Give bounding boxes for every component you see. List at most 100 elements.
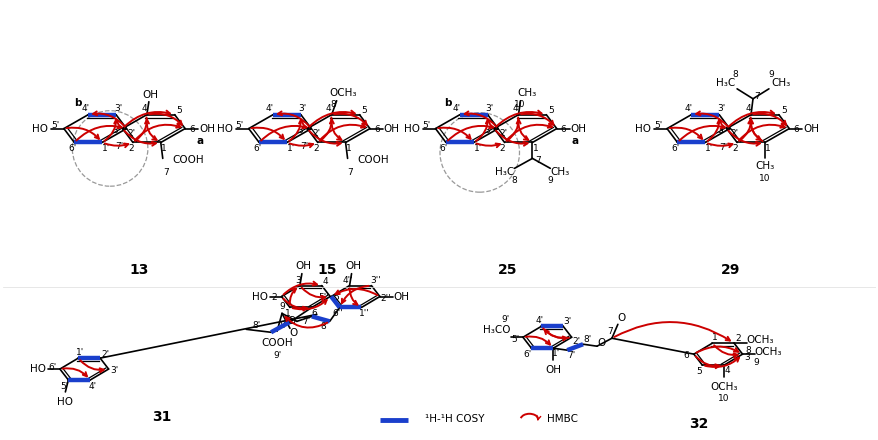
FancyArrowPatch shape: [149, 114, 182, 125]
Text: b: b: [443, 98, 451, 108]
Text: 9: 9: [547, 176, 552, 185]
Text: 4: 4: [745, 104, 750, 113]
Text: OCH₃: OCH₃: [754, 347, 781, 357]
Text: 2': 2': [572, 337, 580, 346]
Text: CH₃: CH₃: [754, 161, 774, 171]
Text: 6: 6: [560, 125, 566, 134]
Text: HMBC: HMBC: [547, 414, 578, 424]
Text: OH: OH: [384, 124, 399, 134]
Text: 1': 1': [473, 144, 481, 153]
Text: 15: 15: [317, 263, 336, 277]
Text: CH₃: CH₃: [517, 88, 536, 98]
Text: 5'': 5'': [318, 293, 328, 302]
Text: 9: 9: [752, 358, 759, 367]
Text: 8: 8: [745, 346, 750, 355]
Text: 25: 25: [497, 263, 517, 277]
Text: 5': 5': [51, 121, 59, 130]
Text: 1: 1: [345, 144, 351, 153]
Text: 4'': 4'': [342, 276, 352, 285]
FancyArrowPatch shape: [349, 288, 357, 304]
Text: 2': 2': [312, 129, 320, 138]
Text: 2: 2: [500, 144, 505, 153]
Text: 1: 1: [284, 309, 291, 318]
FancyArrowPatch shape: [284, 282, 317, 294]
FancyArrowPatch shape: [67, 128, 98, 139]
FancyArrowPatch shape: [448, 125, 493, 140]
Text: 2: 2: [128, 144, 133, 153]
Text: 2: 2: [731, 144, 738, 153]
Text: 9: 9: [767, 70, 773, 80]
FancyArrowPatch shape: [669, 128, 702, 139]
Text: OH: OH: [544, 365, 561, 375]
Text: 6: 6: [189, 125, 195, 134]
Text: 5: 5: [361, 106, 367, 115]
Text: 29: 29: [720, 263, 739, 277]
Text: OH: OH: [345, 261, 361, 271]
Text: 7': 7': [115, 142, 124, 151]
FancyArrowPatch shape: [285, 317, 327, 327]
Text: 4': 4': [266, 104, 274, 113]
FancyArrowPatch shape: [261, 125, 306, 140]
FancyArrowPatch shape: [292, 300, 327, 309]
Text: O: O: [597, 338, 606, 348]
Text: 7': 7': [566, 351, 574, 359]
FancyArrowPatch shape: [525, 337, 550, 345]
FancyArrowPatch shape: [125, 110, 169, 127]
Text: 3': 3': [716, 104, 724, 113]
Text: 32: 32: [687, 417, 708, 431]
FancyArrowPatch shape: [334, 114, 366, 125]
Text: 5': 5': [510, 335, 519, 344]
FancyArrowPatch shape: [704, 358, 738, 367]
Text: 8': 8': [320, 322, 328, 331]
Text: 5: 5: [176, 106, 183, 115]
FancyArrowPatch shape: [536, 415, 540, 420]
Text: 3': 3': [114, 104, 122, 113]
Text: HO: HO: [403, 124, 419, 134]
Text: HO: HO: [217, 124, 233, 134]
FancyArrowPatch shape: [495, 131, 527, 146]
FancyArrowPatch shape: [695, 347, 738, 353]
Text: 8': 8': [252, 321, 260, 330]
Text: 6': 6': [68, 144, 76, 153]
Text: HO: HO: [251, 292, 267, 301]
Text: 7: 7: [607, 327, 612, 336]
Text: HO: HO: [30, 364, 46, 374]
Text: 1': 1': [551, 348, 560, 358]
FancyArrowPatch shape: [134, 124, 180, 140]
Text: 8: 8: [330, 100, 336, 109]
Text: 31: 31: [152, 410, 171, 424]
Text: COOH: COOH: [172, 155, 204, 165]
Text: b: b: [75, 98, 82, 108]
FancyArrowPatch shape: [80, 360, 104, 372]
FancyArrowPatch shape: [62, 368, 87, 376]
Text: 6': 6': [49, 363, 57, 371]
Text: 3': 3': [563, 317, 571, 326]
Text: CH₃: CH₃: [770, 78, 789, 88]
Text: H₃C: H₃C: [715, 78, 734, 88]
FancyArrowPatch shape: [679, 125, 724, 140]
FancyArrowPatch shape: [104, 120, 118, 141]
FancyArrowPatch shape: [506, 124, 551, 140]
FancyArrowPatch shape: [728, 131, 759, 146]
FancyArrowPatch shape: [93, 111, 125, 126]
FancyArrowPatch shape: [476, 143, 500, 147]
FancyArrowPatch shape: [331, 117, 341, 140]
Text: 5': 5': [422, 121, 430, 130]
Text: 2': 2': [101, 350, 109, 359]
Text: 6: 6: [374, 125, 379, 134]
Text: 5: 5: [548, 106, 553, 115]
FancyArrowPatch shape: [750, 117, 759, 140]
Text: 7: 7: [535, 156, 541, 165]
Text: OH: OH: [142, 90, 159, 100]
Text: 6: 6: [682, 351, 688, 359]
FancyArrowPatch shape: [289, 143, 313, 147]
Text: 8: 8: [731, 70, 738, 80]
Text: 4': 4': [452, 104, 460, 113]
FancyArrowPatch shape: [76, 125, 121, 140]
Text: 2': 2': [499, 129, 507, 138]
Text: H₃C: H₃C: [494, 167, 514, 177]
Text: 7: 7: [753, 92, 759, 101]
Text: HO: HO: [635, 124, 651, 134]
FancyArrowPatch shape: [753, 114, 785, 125]
Text: 10: 10: [759, 174, 770, 183]
